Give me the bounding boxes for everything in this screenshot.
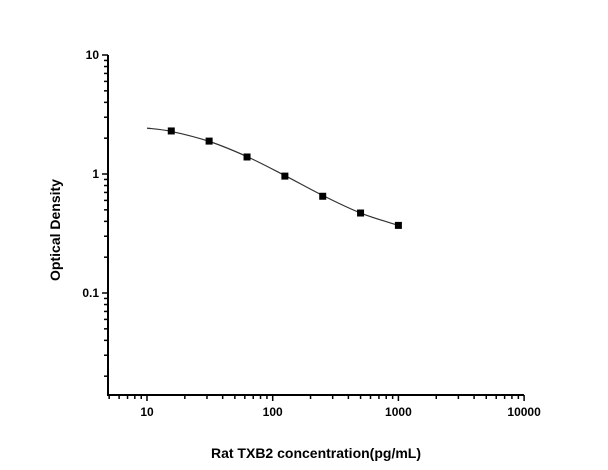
y-axis-title: Optical Density	[47, 179, 63, 281]
y-tick-label: 1	[92, 167, 99, 181]
x-tick-label: 10000	[507, 405, 541, 419]
data-point-marker	[243, 153, 251, 161]
y-tick-label: 10	[86, 48, 100, 62]
axes: 10 100 1000 10000 10 1 0.1	[82, 48, 541, 419]
data-point-marker	[167, 127, 175, 135]
x-tick-label: 1000	[385, 405, 412, 419]
x-axis-title: Rat TXB2 concentration(pg/mL)	[211, 445, 421, 461]
data-point-marker	[357, 209, 365, 217]
data-point-marker	[281, 172, 289, 180]
data-point-marker	[205, 137, 213, 145]
x-tick-label: 10	[140, 405, 154, 419]
y-tick-label: 0.1	[82, 286, 99, 300]
data-points	[167, 127, 402, 229]
data-point-marker	[394, 221, 402, 229]
x-tick-label: 100	[263, 405, 283, 419]
data-point-marker	[319, 192, 327, 200]
